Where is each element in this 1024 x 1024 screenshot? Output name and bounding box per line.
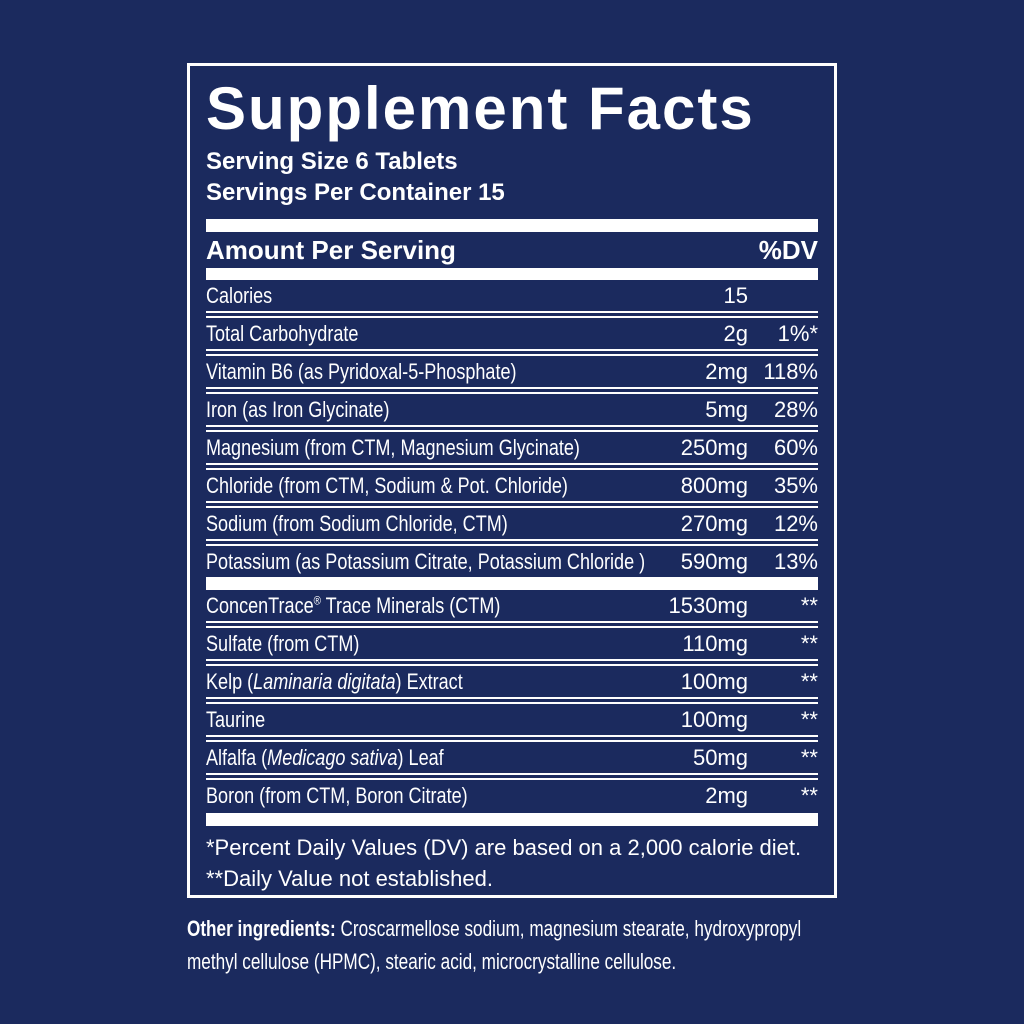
panel-title: Supplement Facts bbox=[206, 75, 755, 142]
nutrient-amount: 110mg bbox=[682, 630, 748, 656]
nutrient-name: Alfalfa (Medicago sativa) Leaf bbox=[206, 744, 444, 770]
nutrient-row: Boron (from CTM, Boron Citrate) 2mg ** bbox=[206, 780, 818, 811]
other-ingredients: Other ingredients: Croscarmellose sodium… bbox=[187, 912, 842, 978]
nutrient-row: Taurine 100mg ** bbox=[206, 704, 818, 735]
nutrient-amount: 15 bbox=[723, 282, 748, 308]
nutrient-name: Sodium (from Sodium Chloride, CTM) bbox=[206, 510, 508, 536]
thick-divider-bar bbox=[206, 219, 818, 232]
nutrient-amount: 250mg bbox=[680, 434, 748, 460]
row-divider bbox=[206, 659, 818, 666]
thick-divider-bar bbox=[206, 813, 818, 826]
footnote-dv-not-established: **Daily Value not established. bbox=[206, 866, 493, 891]
nutrient-amount: 270mg bbox=[680, 510, 748, 536]
nutrient-dv: 12% bbox=[773, 510, 818, 536]
nutrient-row: Sulfate (from CTM) 110mg ** bbox=[206, 628, 818, 659]
thick-divider-bar bbox=[206, 268, 818, 280]
nutrient-row: Total Carbohydrate 2g 1%* bbox=[206, 318, 818, 349]
nutrient-amount: 1530mg bbox=[668, 592, 748, 618]
row-divider bbox=[206, 697, 818, 704]
nutrient-name: Kelp (Laminaria digitata) Extract bbox=[206, 668, 463, 694]
servings-per-container-text: Servings Per Container 15 bbox=[206, 179, 505, 206]
nutrient-name: Chloride (from CTM, Sodium & Pot. Chlori… bbox=[206, 472, 568, 498]
row-divider bbox=[206, 349, 818, 356]
nutrient-row: Potassium (as Potassium Citrate, Potassi… bbox=[206, 546, 818, 577]
nutrient-dv: ** bbox=[800, 782, 818, 808]
nutrient-dv: ** bbox=[800, 706, 818, 732]
nutrient-name: Magnesium (from CTM, Magnesium Glycinate… bbox=[206, 434, 580, 460]
row-divider bbox=[206, 539, 818, 546]
nutrient-name: Iron (as Iron Glycinate) bbox=[206, 396, 390, 422]
row-divider bbox=[206, 501, 818, 508]
row-divider bbox=[206, 387, 818, 394]
nutrient-rows: Calories 15 Total Carbohydrate 2g 1%* Vitamin… bbox=[206, 280, 818, 811]
nutrient-name: Total Carbohydrate bbox=[206, 320, 359, 346]
nutrient-amount: 100mg bbox=[680, 706, 748, 732]
other-ingredients-text: Croscarmellose sodium, magnesium stearat… bbox=[187, 916, 802, 974]
nutrient-amount: 5mg bbox=[705, 396, 748, 422]
nutrient-dv: 13% bbox=[773, 548, 818, 574]
nutrient-row: Alfalfa (Medicago sativa) Leaf 50mg ** bbox=[206, 742, 818, 773]
percent-dv-label: %DV bbox=[758, 234, 818, 265]
nutrient-dv: 60% bbox=[773, 434, 818, 460]
nutrient-row: ConcenTrace® Trace Minerals (CTM) 1530mg *… bbox=[206, 590, 818, 621]
section-divider-bar bbox=[206, 577, 818, 590]
row-divider bbox=[206, 735, 818, 742]
nutrient-amount: 100mg bbox=[680, 668, 748, 694]
nutrient-amount: 590mg bbox=[680, 548, 748, 574]
other-ingredients-label: Other ingredients: bbox=[187, 916, 336, 941]
footnotes: *Percent Daily Values (DV) are based on … bbox=[206, 832, 818, 894]
nutrient-name: Boron (from CTM, Boron Citrate) bbox=[206, 782, 468, 808]
row-divider bbox=[206, 425, 818, 432]
nutrient-amount: 800mg bbox=[680, 472, 748, 498]
nutrient-name: Vitamin B6 (as Pyridoxal-5-Phosphate) bbox=[206, 358, 517, 384]
nutrient-dv: 28% bbox=[773, 396, 818, 422]
nutrient-row: Chloride (from CTM, Sodium & Pot. Chlori… bbox=[206, 470, 818, 501]
nutrient-row: Sodium (from Sodium Chloride, CTM) 270mg 1… bbox=[206, 508, 818, 539]
nutrient-row: Kelp (Laminaria digitata) Extract 100mg ** bbox=[206, 666, 818, 697]
row-divider bbox=[206, 463, 818, 470]
nutrient-dv: ** bbox=[800, 744, 818, 770]
table-header-row: Amount Per Serving %DV bbox=[206, 232, 818, 268]
nutrient-dv: 118% bbox=[763, 358, 818, 384]
nutrient-dv: ** bbox=[800, 630, 818, 656]
nutrient-row: Iron (as Iron Glycinate) 5mg 28% bbox=[206, 394, 818, 425]
nutrient-row: Vitamin B6 (as Pyridoxal-5-Phosphate) 2mg… bbox=[206, 356, 818, 387]
nutrient-amount: 2g bbox=[723, 320, 748, 346]
footnote-daily-values: *Percent Daily Values (DV) are based on … bbox=[206, 835, 802, 860]
nutrient-name: Calories bbox=[206, 282, 273, 308]
amount-per-serving-label: Amount Per Serving bbox=[206, 234, 456, 265]
row-divider bbox=[206, 773, 818, 780]
nutrient-dv: 35% bbox=[773, 472, 818, 498]
supplement-facts-panel: Supplement Facts Serving Size 6 Tablets … bbox=[187, 63, 837, 898]
nutrient-amount: 2mg bbox=[705, 782, 748, 808]
nutrient-name: ConcenTrace® Trace Minerals (CTM) bbox=[206, 592, 501, 618]
nutrient-row: Calories 15 bbox=[206, 280, 818, 311]
serving-size-text: Serving Size 6 Tablets bbox=[206, 148, 458, 175]
nutrient-amount: 50mg bbox=[692, 744, 748, 770]
row-divider bbox=[206, 311, 818, 318]
nutrient-name: Potassium (as Potassium Citrate, Potassi… bbox=[206, 548, 646, 574]
nutrient-dv: ** bbox=[800, 592, 818, 618]
nutrient-name: Sulfate (from CTM) bbox=[206, 630, 360, 656]
nutrient-amount: 2mg bbox=[705, 358, 748, 384]
row-divider bbox=[206, 621, 818, 628]
nutrient-dv: ** bbox=[800, 668, 818, 694]
nutrient-name: Taurine bbox=[206, 706, 266, 732]
nutrient-dv: 1%* bbox=[777, 320, 818, 346]
nutrient-row: Magnesium (from CTM, Magnesium Glycinate… bbox=[206, 432, 818, 463]
